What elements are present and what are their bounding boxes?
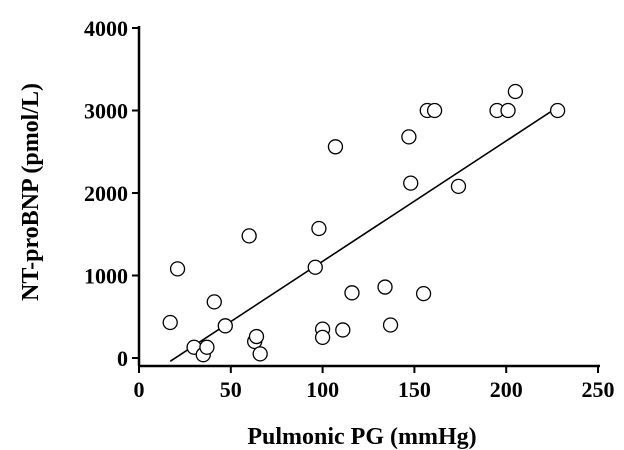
y-tick-label: 4000	[84, 16, 128, 41]
data-point	[335, 322, 351, 338]
x-tick-label: 200	[490, 377, 523, 402]
data-points	[162, 83, 566, 363]
data-point	[248, 328, 265, 345]
ticks: 0 50 100 150 200 250 0 1000 2000 3000 4000	[84, 16, 615, 402]
data-point	[217, 318, 233, 334]
x-tick-label: 100	[306, 377, 339, 402]
data-point	[162, 314, 178, 331]
data-point	[403, 175, 419, 191]
data-point	[327, 139, 344, 155]
x-tick-label: 250	[582, 377, 615, 402]
axes	[137, 26, 600, 368]
y-tick-label: 2000	[84, 181, 128, 206]
data-point	[377, 279, 393, 295]
data-point	[549, 102, 566, 119]
data-point	[314, 329, 331, 346]
data-point	[450, 178, 467, 195]
x-tick-label: 150	[398, 377, 431, 402]
data-point	[401, 129, 417, 145]
x-axis-title: Pulmonic PG (mmHg)	[247, 424, 476, 450]
data-point	[206, 294, 222, 310]
data-point	[241, 228, 257, 244]
data-point	[311, 220, 327, 237]
data-point	[199, 339, 215, 355]
trend-line-group	[169, 106, 559, 362]
data-point	[252, 346, 268, 362]
data-point	[426, 102, 443, 119]
data-point	[415, 285, 432, 302]
y-tick-label: 1000	[84, 264, 128, 289]
data-point	[307, 259, 323, 275]
x-tick-label: 0	[134, 377, 145, 402]
y-axis-title: NT-proBNP (pmol/L)	[18, 83, 44, 301]
y-tick-label: 0	[117, 346, 128, 371]
y-tick-label: 3000	[84, 99, 128, 124]
data-point	[169, 261, 186, 277]
data-point	[500, 102, 516, 119]
x-tick-label: 50	[220, 377, 242, 402]
data-point	[382, 317, 399, 333]
data-point	[507, 83, 524, 100]
trend-line	[169, 106, 559, 362]
data-point	[344, 285, 360, 301]
